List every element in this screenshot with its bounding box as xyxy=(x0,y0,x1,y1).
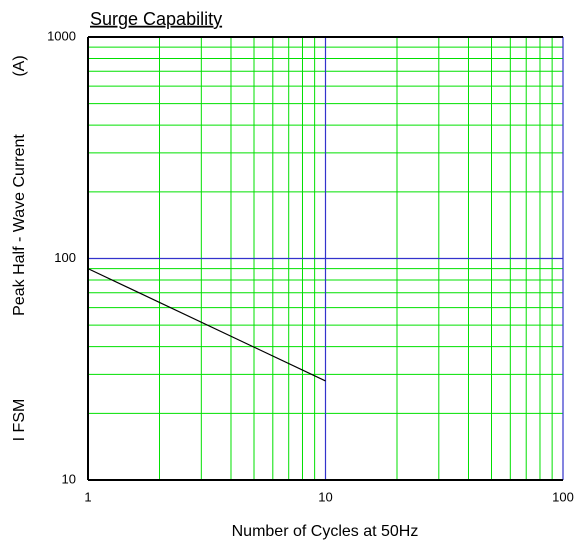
data-line xyxy=(87,268,326,382)
y-tick-label: 100 xyxy=(54,250,76,265)
chart-title: Surge Capability xyxy=(90,9,222,29)
x-tick-label: 10 xyxy=(318,489,332,504)
y-axis-label: I FSM xyxy=(11,399,28,442)
x-axis-label: Number of Cycles at 50Hz xyxy=(232,523,419,540)
y-axis-label: (A) xyxy=(11,55,28,76)
y-axis-label: Peak Half - Wave Current xyxy=(11,134,28,316)
x-tick-label: 100 xyxy=(552,489,574,504)
x-tick-label: 1 xyxy=(84,489,91,504)
y-tick-label: 10 xyxy=(62,471,76,486)
y-tick-label: 1000 xyxy=(47,28,76,43)
